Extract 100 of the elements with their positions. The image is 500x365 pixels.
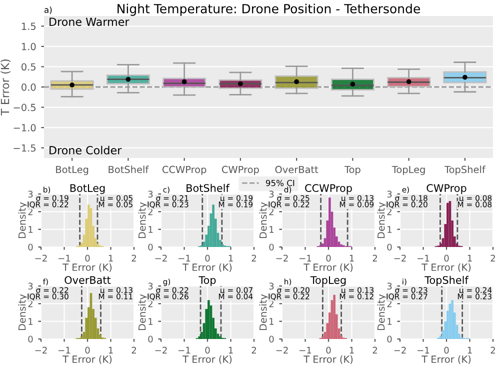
y-tick-label: 0: [148, 336, 153, 343]
y-tick-label: 1: [270, 318, 274, 325]
y-axis-title: T Error (K): [0, 60, 11, 116]
text: a): [44, 6, 52, 14]
y-axis-title: Density: [259, 202, 269, 238]
chart-title: BotShelf: [186, 184, 230, 192]
y-tick-label: 1.5: [22, 22, 36, 30]
x-tick-label: 2: [490, 346, 495, 354]
annotation: Drone Colder: [50, 146, 122, 154]
x-tick-label: −1: [300, 254, 312, 262]
y-tick-label: 1: [28, 226, 33, 233]
x-axis-title: T Error (K): [182, 263, 232, 272]
x-tick-label: 0: [326, 346, 331, 354]
x-tick-label: −1: [418, 254, 430, 262]
x-tick-label: Top: [344, 166, 360, 176]
chart-title: BotLeg: [70, 184, 105, 194]
chart-title: TopShelf: [424, 276, 469, 286]
y-tick-label: 1: [388, 226, 392, 233]
x-axis-title: T Error (K): [62, 263, 112, 272]
y-axis-title: Density: [138, 294, 148, 330]
y-tick-label: 1: [148, 318, 153, 325]
x-axis-title: T Error (K): [304, 263, 353, 272]
y-axis-title: Density: [377, 202, 387, 238]
x-tick-label: 1: [228, 346, 233, 354]
x-axis-title: T Error (K): [62, 355, 112, 364]
x-tick-label: −2: [394, 346, 406, 354]
y-tick-label: 1: [388, 318, 392, 325]
x-tick-label: 2: [132, 254, 136, 262]
x-tick-label: −1: [58, 254, 70, 262]
x-axis-title: T Error (K): [422, 263, 471, 272]
y-axis-title: Density: [18, 294, 28, 330]
chart-title: OverBatt: [64, 276, 111, 284]
y-tick-label: 3: [148, 190, 153, 198]
x-tick-label: TopLeg: [392, 166, 425, 176]
x-tick-label: 1: [228, 254, 233, 262]
x-tick-label: CWProp: [222, 166, 259, 176]
x-tick-label: 2: [252, 254, 256, 262]
x-tick-label: −1: [58, 346, 70, 354]
chart-title: CCWProp: [305, 184, 352, 194]
x-tick-label: 1: [108, 346, 113, 354]
y-axis-title: Density: [259, 294, 269, 330]
y-tick-label: 1.0: [22, 42, 36, 50]
y-tick-label: 0: [269, 244, 274, 251]
x-tick-label: 2: [372, 254, 377, 262]
x-tick-label: 0: [85, 346, 90, 354]
chart-title: Night Temperature: Drone Position - Tethersonde: [118, 4, 420, 16]
y-tick-label: −0.5: [14, 104, 36, 112]
y-tick-label: 0: [28, 244, 33, 251]
y-tick-label: 3: [387, 190, 392, 198]
x-tick-label: 1: [350, 254, 354, 262]
x-tick-label: TopShelf: [444, 166, 486, 176]
x-tick-label: 2: [372, 346, 377, 354]
x-tick-label: 1: [468, 254, 472, 262]
x-tick-label: −1: [300, 346, 312, 354]
x-tick-label: 0: [444, 254, 449, 262]
y-axis-title: Density: [377, 294, 387, 330]
y-tick-label: 0: [28, 336, 33, 343]
x-tick-label: BotLeg: [56, 166, 88, 176]
x-tick-label: CCWProp: [162, 166, 206, 176]
x-tick-label: 1: [108, 254, 113, 262]
y-tick-label: 0.0: [22, 83, 36, 91]
x-tick-label: −2: [155, 346, 167, 354]
y-tick-label: 0: [387, 244, 392, 251]
x-tick-label: −1: [178, 346, 190, 354]
y-tick-label: 3: [28, 282, 33, 290]
y-axis-title: Density: [138, 202, 148, 238]
x-tick-label: 2: [252, 346, 256, 354]
annotation: Drone Warmer: [50, 18, 130, 26]
y-tick-label: 3: [269, 190, 274, 198]
y-tick-label: 3: [387, 282, 392, 290]
x-tick-label: 0: [326, 254, 331, 262]
x-tick-label: 0: [85, 254, 90, 262]
x-tick-label: −2: [35, 346, 47, 354]
x-tick-label: 1: [468, 346, 472, 354]
x-tick-label: −2: [394, 254, 406, 262]
y-tick-label: 1: [28, 318, 33, 325]
x-tick-label: OverBatt: [275, 166, 318, 174]
chart-title: Top: [198, 276, 216, 286]
y-tick-label: 0: [148, 244, 153, 251]
x-tick-label: −2: [276, 254, 288, 262]
x-tick-label: −2: [35, 254, 47, 262]
legend-label: 95% CI: [266, 180, 294, 186]
x-tick-label: 1: [350, 346, 354, 354]
x-tick-label: 0: [205, 254, 210, 262]
x-axis-title: T Error (K): [422, 355, 471, 364]
x-axis-title: T Error (K): [304, 355, 353, 364]
x-tick-label: 2: [132, 346, 136, 354]
y-axis-title: Density: [18, 202, 28, 238]
x-tick-label: −1: [178, 254, 190, 262]
y-tick-label: −1.0: [14, 124, 36, 132]
x-tick-label: 0: [444, 346, 449, 354]
x-tick-label: −2: [276, 346, 288, 354]
chart-title: TopLeg: [310, 276, 346, 286]
y-tick-label: 0: [387, 336, 392, 343]
chart-title: CWProp: [426, 184, 466, 194]
y-tick-label: 3: [148, 282, 153, 290]
y-tick-label: 0.5: [22, 63, 36, 71]
x-tick-label: BotShelf: [108, 166, 149, 174]
x-tick-label: −1: [418, 346, 430, 354]
x-tick-label: 2: [490, 254, 495, 262]
